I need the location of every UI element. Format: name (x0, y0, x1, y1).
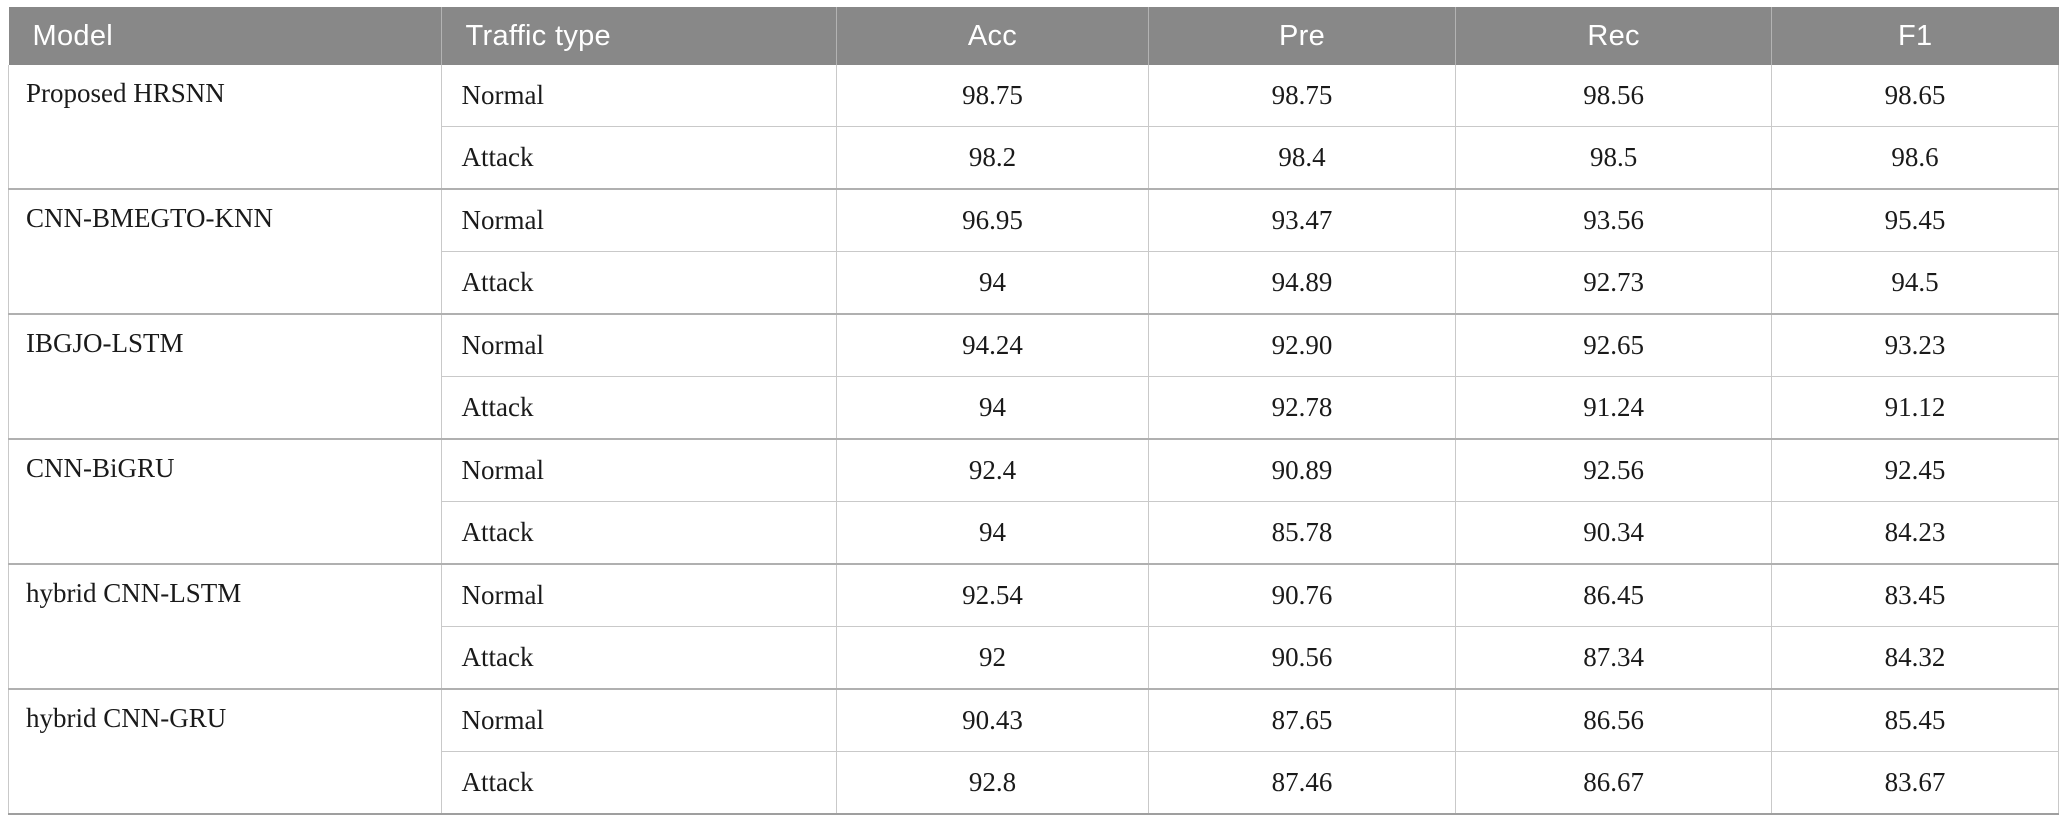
table-row: Attack 98.2 98.4 98.5 98.6 (9, 126, 2060, 190)
metric-cell-rec: 92.65 (1455, 313, 1772, 377)
table-row: Attack 92 90.56 87.34 84.32 (9, 626, 2060, 690)
metric-cell-rec: 92.56 (1455, 438, 1772, 502)
metric-cell-f1: 98.65 (1770, 65, 2060, 127)
table-row: Proposed HRSNN Normal 98.75 98.75 98.56 98.65 (8, 65, 2060, 190)
metric-cell-acc: 92 (836, 626, 1149, 690)
metric-cell-f1: 91.12 (1770, 376, 2060, 440)
table-row: CNN-BiGRU Normal 92.4 90.89 92.56 92.45 (8, 438, 2060, 565)
traffic-type-cell: Attack (440, 251, 838, 315)
column-header-traffic-type: Traffic type (440, 7, 837, 65)
column-header-acc: Acc (836, 7, 1149, 65)
traffic-type-cell: Attack (440, 126, 838, 190)
traffic-type-cell: Normal (440, 438, 838, 502)
metric-cell-pre: 98.4 (1147, 126, 1457, 190)
model-cell: CNN-BMEGTO-KNN (8, 188, 442, 315)
model-cell: IBGJO-LSTM (8, 313, 442, 440)
metric-cell-acc: 98.2 (836, 126, 1149, 190)
traffic-type-cell: Normal (440, 65, 838, 127)
column-header-rec: Rec (1455, 7, 1772, 65)
table-row: hybrid CNN-LSTM Normal 92.54 90.76 86.45 83.4… (8, 563, 2060, 690)
table-row: Attack 94 94.89 92.73 94.5 (9, 251, 2060, 315)
metric-cell-pre: 93.47 (1147, 188, 1457, 252)
results-table: Model Traffic type Acc Pre Rec F1 Propos… (8, 7, 2060, 815)
metric-cell-f1: 84.23 (1770, 501, 2060, 565)
results-table-body: Proposed HRSNN Normal 98.75 98.75 98.56 98.65… (8, 65, 2060, 815)
metric-cell-acc: 92.4 (836, 438, 1149, 502)
metric-cell-f1: 92.45 (1770, 438, 2060, 502)
metric-cell-acc: 94 (836, 501, 1149, 565)
traffic-type-cell: Normal (440, 563, 838, 627)
metric-cell-f1: 98.6 (1770, 126, 2060, 190)
metric-cell-rec: 91.24 (1455, 376, 1772, 440)
traffic-type-cell: Attack (440, 751, 838, 815)
metric-cell-pre: 87.46 (1147, 751, 1457, 815)
metric-cell-acc: 96.95 (836, 188, 1149, 252)
traffic-type-cell: Attack (440, 501, 838, 565)
metric-cell-f1: 95.45 (1770, 188, 2060, 252)
column-header-model: Model (8, 7, 442, 65)
metric-cell-pre: 90.76 (1147, 563, 1457, 627)
metric-cell-pre: 90.56 (1147, 626, 1457, 690)
metric-cell-pre: 98.75 (1147, 65, 1457, 127)
table-header: Model Traffic type Acc Pre Rec F1 (8, 7, 2059, 65)
traffic-type-cell: Normal (440, 188, 838, 252)
metric-cell-acc: 94 (836, 251, 1149, 315)
metric-cell-pre: 85.78 (1147, 501, 1457, 565)
metric-cell-acc: 92.54 (836, 563, 1149, 627)
metric-cell-pre: 92.90 (1147, 313, 1457, 377)
traffic-type-cell: Normal (440, 313, 838, 377)
metric-cell-f1: 93.23 (1770, 313, 2060, 377)
metric-cell-rec: 86.56 (1455, 688, 1772, 752)
traffic-type-cell: Attack (440, 626, 838, 690)
table-row: hybrid CNN-GRU Normal 90.43 87.65 86.56 85.45 (8, 688, 2060, 815)
metric-cell-f1: 94.5 (1770, 251, 2060, 315)
table-row: IBGJO-LSTM Normal 94.24 92.90 92.65 93.23 (8, 313, 2060, 440)
metric-cell-acc: 98.75 (836, 65, 1149, 127)
traffic-type-cell: Attack (440, 376, 838, 440)
metric-cell-pre: 92.78 (1147, 376, 1457, 440)
metric-cell-f1: 83.67 (1770, 751, 2060, 815)
metric-cell-pre: 90.89 (1147, 438, 1457, 502)
metric-cell-rec: 90.34 (1455, 501, 1772, 565)
metric-cell-rec: 86.67 (1455, 751, 1772, 815)
metric-cell-f1: 85.45 (1770, 688, 2060, 752)
metric-cell-rec: 93.56 (1455, 188, 1772, 252)
metric-cell-f1: 84.32 (1770, 626, 2060, 690)
table-row: CNN-BMEGTO-KNN Normal 96.95 93.47 93.56 95.45 (8, 188, 2060, 315)
metric-cell-f1: 83.45 (1770, 563, 2060, 627)
traffic-type-cell: Normal (440, 688, 838, 752)
model-cell: Proposed HRSNN (8, 65, 442, 190)
metric-cell-acc: 90.43 (836, 688, 1149, 752)
metric-cell-pre: 94.89 (1147, 251, 1457, 315)
model-cell: hybrid CNN-LSTM (8, 563, 442, 690)
metric-cell-acc: 94 (836, 376, 1149, 440)
metric-cell-acc: 94.24 (836, 313, 1149, 377)
metric-cell-pre: 87.65 (1147, 688, 1457, 752)
model-cell: hybrid CNN-GRU (8, 688, 442, 815)
column-header-f1: F1 (1770, 7, 2059, 65)
model-cell: CNN-BiGRU (8, 438, 442, 565)
metric-cell-rec: 98.5 (1455, 126, 1772, 190)
metric-cell-rec: 92.73 (1455, 251, 1772, 315)
column-header-pre: Pre (1147, 7, 1456, 65)
metric-cell-rec: 86.45 (1455, 563, 1772, 627)
metric-cell-rec: 98.56 (1455, 65, 1772, 127)
metric-cell-acc: 92.8 (836, 751, 1149, 815)
table-row: Attack 92.8 87.46 86.67 83.67 (9, 751, 2060, 815)
header-row: Model Traffic type Acc Pre Rec F1 (8, 7, 2059, 65)
table-row: Attack 94 85.78 90.34 84.23 (9, 501, 2060, 565)
metric-cell-rec: 87.34 (1455, 626, 1772, 690)
